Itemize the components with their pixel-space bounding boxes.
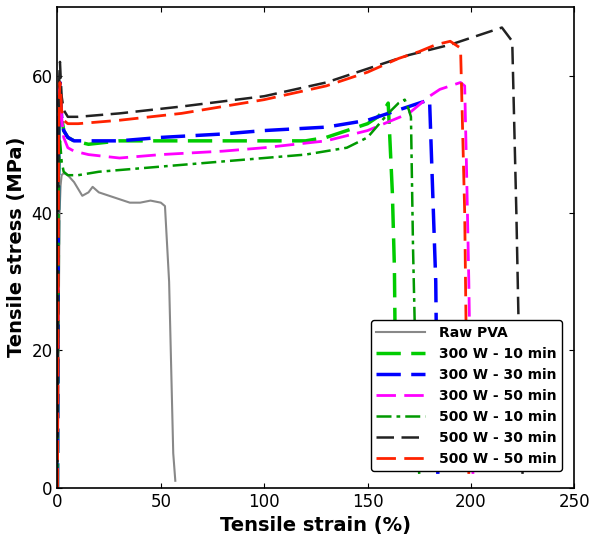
X-axis label: Tensile strain (%): Tensile strain (%) [220, 516, 411, 535]
Legend: Raw PVA, 300 W - 10 min, 300 W - 30 min, 300 W - 50 min, 500 W - 10 min, 500 W -: Raw PVA, 300 W - 10 min, 300 W - 30 min,… [371, 320, 562, 471]
Y-axis label: Tensile stress (MPa): Tensile stress (MPa) [7, 137, 26, 358]
